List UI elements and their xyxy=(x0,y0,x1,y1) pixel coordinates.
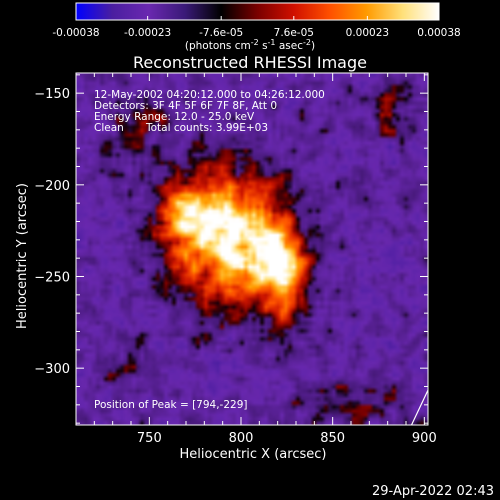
annotation-algorithm: Clean xyxy=(94,122,124,134)
x-tick-label: 850 xyxy=(320,431,345,446)
colorbar-tick-label: -0.00023 xyxy=(124,27,171,39)
annotation-time-range: 12-May-2002 04:20:12.000 to 04:26:12.000 xyxy=(94,89,325,101)
colorbar-gradient xyxy=(75,2,440,21)
annotation-total-counts: Total counts: 3.99E+03 xyxy=(145,122,268,134)
x-tick-label: 900 xyxy=(412,431,437,446)
heatmap-image xyxy=(76,73,428,425)
annotation-detectors: Detectors: 3F 4F 5F 6F 7F 8F, Att 0 xyxy=(94,100,277,112)
y-axis-label: Heliocentric Y (arcsec) xyxy=(15,183,30,329)
colorbar-tick-label: 7.6e-05 xyxy=(274,27,314,39)
annotation-energy-range: Energy Range: 12.0 - 25.0 keV xyxy=(94,111,255,123)
colorbar-tick-label: -0.00038 xyxy=(52,27,99,39)
x-tick-label: 800 xyxy=(229,431,254,446)
colorbar-tick-label: 0.00023 xyxy=(346,27,389,39)
solar-limb-line xyxy=(410,389,429,426)
colorbar: -0.00038 -0.00023 -7.6e-05 7.6e-05 0.00023 0.… xyxy=(52,2,461,52)
y-tick-label: −150 xyxy=(34,87,70,102)
colorbar-tick-label: -7.6e-05 xyxy=(199,27,243,39)
x-tick-label: 750 xyxy=(137,431,162,446)
x-axis-label: Heliocentric X (arcsec) xyxy=(180,447,327,462)
colorbar-tick-label: 0.00038 xyxy=(417,27,460,39)
annotation-peak-position: Position of Peak = [794,-229] xyxy=(94,399,248,411)
plot-frame xyxy=(75,72,429,426)
axis-ticks: 750 800 850 900 −150 −200 −250 −300 xyxy=(34,73,437,446)
y-tick-label: −250 xyxy=(34,271,70,286)
plot-area: 750 800 850 900 −150 −200 −250 −300 xyxy=(34,72,437,446)
chart-title: Reconstructed RHESSI Image xyxy=(133,53,367,72)
annotation-block: 12-May-2002 04:20:12.000 to 04:26:12.000… xyxy=(94,89,325,411)
y-tick-label: −200 xyxy=(34,179,70,194)
colorbar-units: (photons cm-2 s-1 asec-2) xyxy=(185,38,315,52)
y-tick-label: −300 xyxy=(34,362,70,377)
colorbar-ticks: -0.00038 -0.00023 -7.6e-05 7.6e-05 0.00023 0.… xyxy=(52,16,461,39)
footer-timestamp: 29-Apr-2022 02:43 xyxy=(372,484,494,499)
